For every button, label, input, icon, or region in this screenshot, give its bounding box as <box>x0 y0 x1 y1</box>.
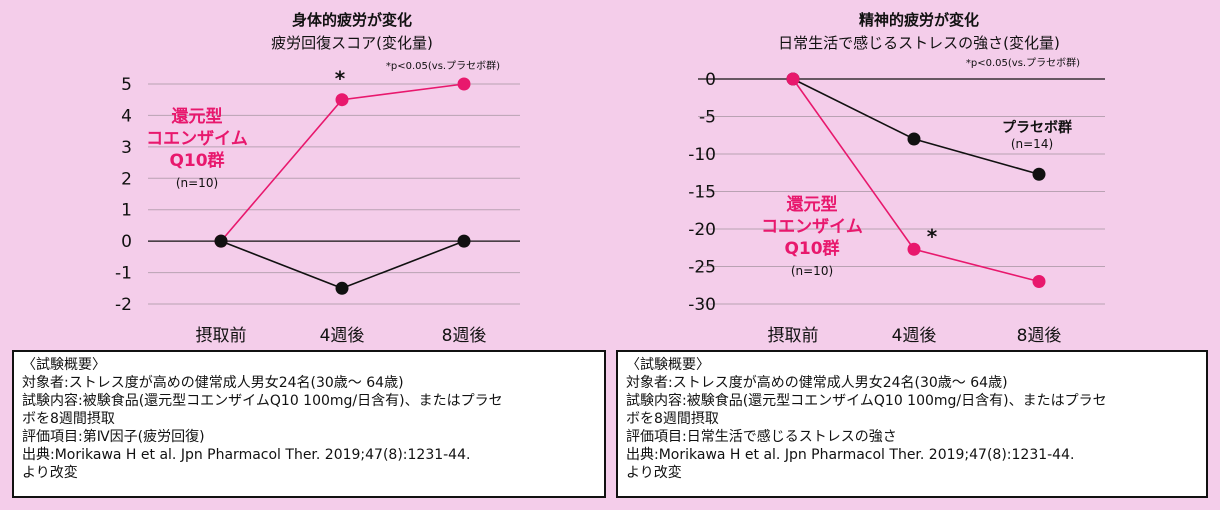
study-summary-line: ボを8週間摂取 <box>626 411 719 427</box>
study-summary-line: 出典:Morikawa H et al. Jpn Pharmacol Ther.… <box>22 447 471 463</box>
study-summary-line: 評価項目:日常生活で感じるストレスの強さ <box>626 429 897 445</box>
y-tick-label: 5 <box>121 75 132 95</box>
data-point <box>1032 275 1046 288</box>
study-summary-line: 出典:Morikawa H et al. Jpn Pharmacol Ther.… <box>626 447 1075 463</box>
data-point <box>907 242 921 256</box>
series-n-label: (n=10) <box>176 176 218 190</box>
y-tick-label: 2 <box>121 169 132 189</box>
study-summary-line: より改変 <box>22 465 78 481</box>
series-label: 還元型 <box>787 194 838 215</box>
significance-asterisk: * <box>335 67 346 91</box>
data-point <box>457 77 471 91</box>
study-summary-line: 評価項目:第Ⅳ因子(疲労回復) <box>22 429 205 445</box>
y-tick-label: 0 <box>121 232 132 252</box>
study-summary-line: 対象者:ストレス度が高めの健常成人男女24名(30歳〜 64歳) <box>626 375 1008 391</box>
significance-note: *p<0.05(vs.プラセボ群) <box>386 59 500 72</box>
data-point <box>335 281 349 295</box>
x-tick-label: 4週後 <box>892 326 937 346</box>
series-label: 還元型 <box>172 106 223 127</box>
study-summary-box-left: 〈試験概要〉 対象者:ストレス度が高めの健常成人男女24名(30歳〜 64歳) … <box>12 350 606 498</box>
y-tick-label: 1 <box>121 201 132 221</box>
series-line <box>220 83 465 242</box>
chart-subtitle: 疲労回復スコア(変化量) <box>271 34 433 52</box>
series-n-label: (n=10) <box>791 264 833 278</box>
study-summary-line: より改変 <box>626 465 682 481</box>
x-tick-label: 摂取前 <box>768 326 819 346</box>
data-point <box>786 72 800 86</box>
series-n-label: (n=14) <box>1011 137 1053 151</box>
series-label: コエンザイム <box>761 217 863 237</box>
y-tick-label: -25 <box>688 258 716 278</box>
y-tick-label: -20 <box>688 220 716 240</box>
y-tick-label: -2 <box>115 295 132 315</box>
right-chart-panel: 精神的疲労が変化日常生活で感じるストレスの強さ(変化量) *p<0.05(vs.プ… <box>610 0 1220 510</box>
data-point <box>907 132 921 146</box>
y-tick-label: -10 <box>688 145 716 165</box>
y-tick-label: -30 <box>688 295 716 315</box>
y-tick-label: -15 <box>688 183 716 203</box>
study-summary-line: ボを8週間摂取 <box>22 411 115 427</box>
study-summary-line: 試験内容:被験食品(還元型コエンザイムQ10 100mg/日含有)、またはプラセ <box>22 393 503 409</box>
chart-title: 身体的疲労が変化 <box>292 11 412 29</box>
data-point <box>214 234 228 248</box>
series-label: プラセボ群 <box>1002 119 1072 136</box>
study-summary-line: 試験内容:被験食品(還元型コエンザイムQ10 100mg/日含有)、またはプラセ <box>626 393 1107 409</box>
study-summary-line: 〈試験概要〉 <box>626 357 710 373</box>
significance-asterisk: * <box>927 224 938 248</box>
y-tick-label: 3 <box>121 138 132 158</box>
data-point <box>457 234 471 248</box>
x-tick-label: 8週後 <box>442 326 487 346</box>
y-tick-label: -1 <box>115 264 132 284</box>
study-summary-box-right: 〈試験概要〉 対象者:ストレス度が高めの健常成人男女24名(30歳〜 64歳) … <box>616 350 1208 498</box>
x-tick-label: 4週後 <box>320 326 365 346</box>
significance-note: *p<0.05(vs.プラセボ群) <box>966 56 1080 69</box>
series-label: Q10群 <box>169 150 224 171</box>
data-point <box>335 93 349 107</box>
y-tick-label: -5 <box>699 108 716 128</box>
chart-title: 精神的疲労が変化 <box>859 11 979 29</box>
study-summary-line: 対象者:ストレス度が高めの健常成人男女24名(30歳〜 64歳) <box>22 375 404 391</box>
y-tick-label: 4 <box>121 106 132 126</box>
left-chart-panel: 身体的疲労が変化疲労回復スコア(変化量) *p<0.05(vs.プラセボ群) 5 4 3… <box>12 11 606 498</box>
x-tick-label: 摂取前 <box>196 326 247 346</box>
series-label: Q10群 <box>784 238 839 259</box>
y-tick-label: 0 <box>705 70 716 90</box>
series-label: コエンザイム <box>146 129 248 149</box>
data-point <box>1032 167 1046 181</box>
study-summary-line: 〈試験概要〉 <box>22 357 106 373</box>
series-line <box>220 240 465 290</box>
x-tick-label: 8週後 <box>1017 326 1062 346</box>
chart-subtitle: 日常生活で感じるストレスの強さ(変化量) <box>778 34 1060 52</box>
